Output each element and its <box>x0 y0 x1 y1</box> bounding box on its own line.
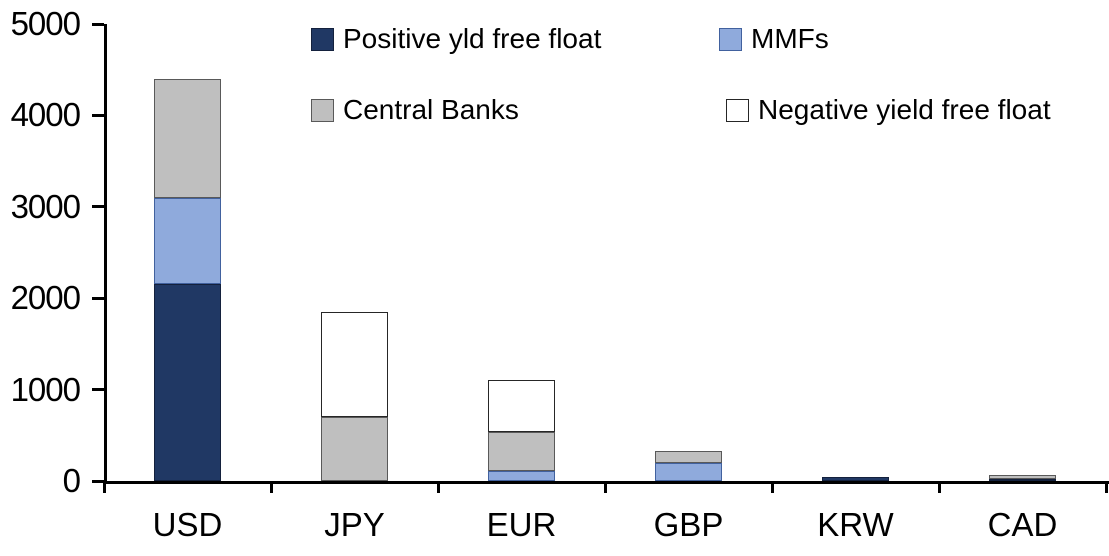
x-axis-tick <box>102 481 106 493</box>
x-axis-tick <box>269 481 273 493</box>
y-axis-tick-label: 0 <box>62 462 81 499</box>
y-axis-tick-label: 2000 <box>10 279 81 317</box>
x-axis-category-label: CAD <box>987 506 1058 543</box>
x-axis-category-label: EUR <box>486 506 557 543</box>
bar-segment-positive-yld-free-float <box>154 284 221 481</box>
x-axis-category-label: KRW <box>817 506 894 543</box>
x-axis-category-label: USD <box>152 506 223 543</box>
y-axis-tick-label: 5000 <box>10 5 81 42</box>
legend-item-central-banks: Central Banks <box>311 94 519 126</box>
y-axis-tick <box>92 388 104 392</box>
bar-segment-central-banks <box>989 475 1056 479</box>
legend-item-mmfs: MMFs <box>719 23 829 55</box>
bar-segment-positive-yld-free-float <box>989 478 1056 481</box>
bar-segment-central-banks <box>154 78 221 198</box>
x-axis-tick <box>1104 481 1108 493</box>
legend-swatch-icon <box>311 27 334 51</box>
x-axis-tick <box>436 481 440 493</box>
bar-segment-mmfs <box>655 462 722 481</box>
bar-segment-central-banks <box>321 417 388 481</box>
x-axis-tick <box>937 481 941 493</box>
x-axis-category-label: GBP <box>653 506 724 543</box>
bar-segment-mmfs <box>154 197 221 285</box>
y-axis-tick-label: 1000 <box>10 370 81 408</box>
bar-segment-negative-yield-free-float <box>321 311 388 418</box>
bar-segment-positive-yld-free-float <box>822 476 889 481</box>
legend-label: Positive yld free float <box>343 23 602 54</box>
bar-segment-mmfs <box>488 470 555 481</box>
y-axis-tick-label: 3000 <box>10 187 81 225</box>
x-axis-tick <box>770 481 774 493</box>
legend-swatch-icon <box>719 27 742 51</box>
y-axis-tick-label: 4000 <box>10 96 81 134</box>
bar-segment-central-banks <box>488 431 555 471</box>
x-axis-line <box>104 481 1109 484</box>
legend-label: Central Banks <box>343 94 519 125</box>
y-axis-tick <box>92 113 104 117</box>
y-axis-tick <box>92 205 104 209</box>
legend-label: MMFs <box>751 23 829 54</box>
legend-swatch-icon <box>726 98 749 122</box>
legend-item-positive-yld-free-float: Positive yld free float <box>311 23 601 55</box>
bar-segment-central-banks <box>655 450 722 463</box>
y-axis-tick <box>92 296 104 300</box>
x-axis-tick <box>603 481 607 493</box>
y-axis-line <box>104 24 107 484</box>
legend-item-negative-yield-free-float: Negative yield free float <box>726 94 1051 126</box>
y-axis-tick <box>92 22 104 26</box>
legend-label: Negative yield free float <box>758 94 1051 125</box>
x-axis-category-label: JPY <box>324 506 385 543</box>
legend-swatch-icon <box>311 98 334 122</box>
bar-segment-negative-yield-free-float <box>488 380 555 432</box>
y-axis-tick <box>92 479 104 483</box>
